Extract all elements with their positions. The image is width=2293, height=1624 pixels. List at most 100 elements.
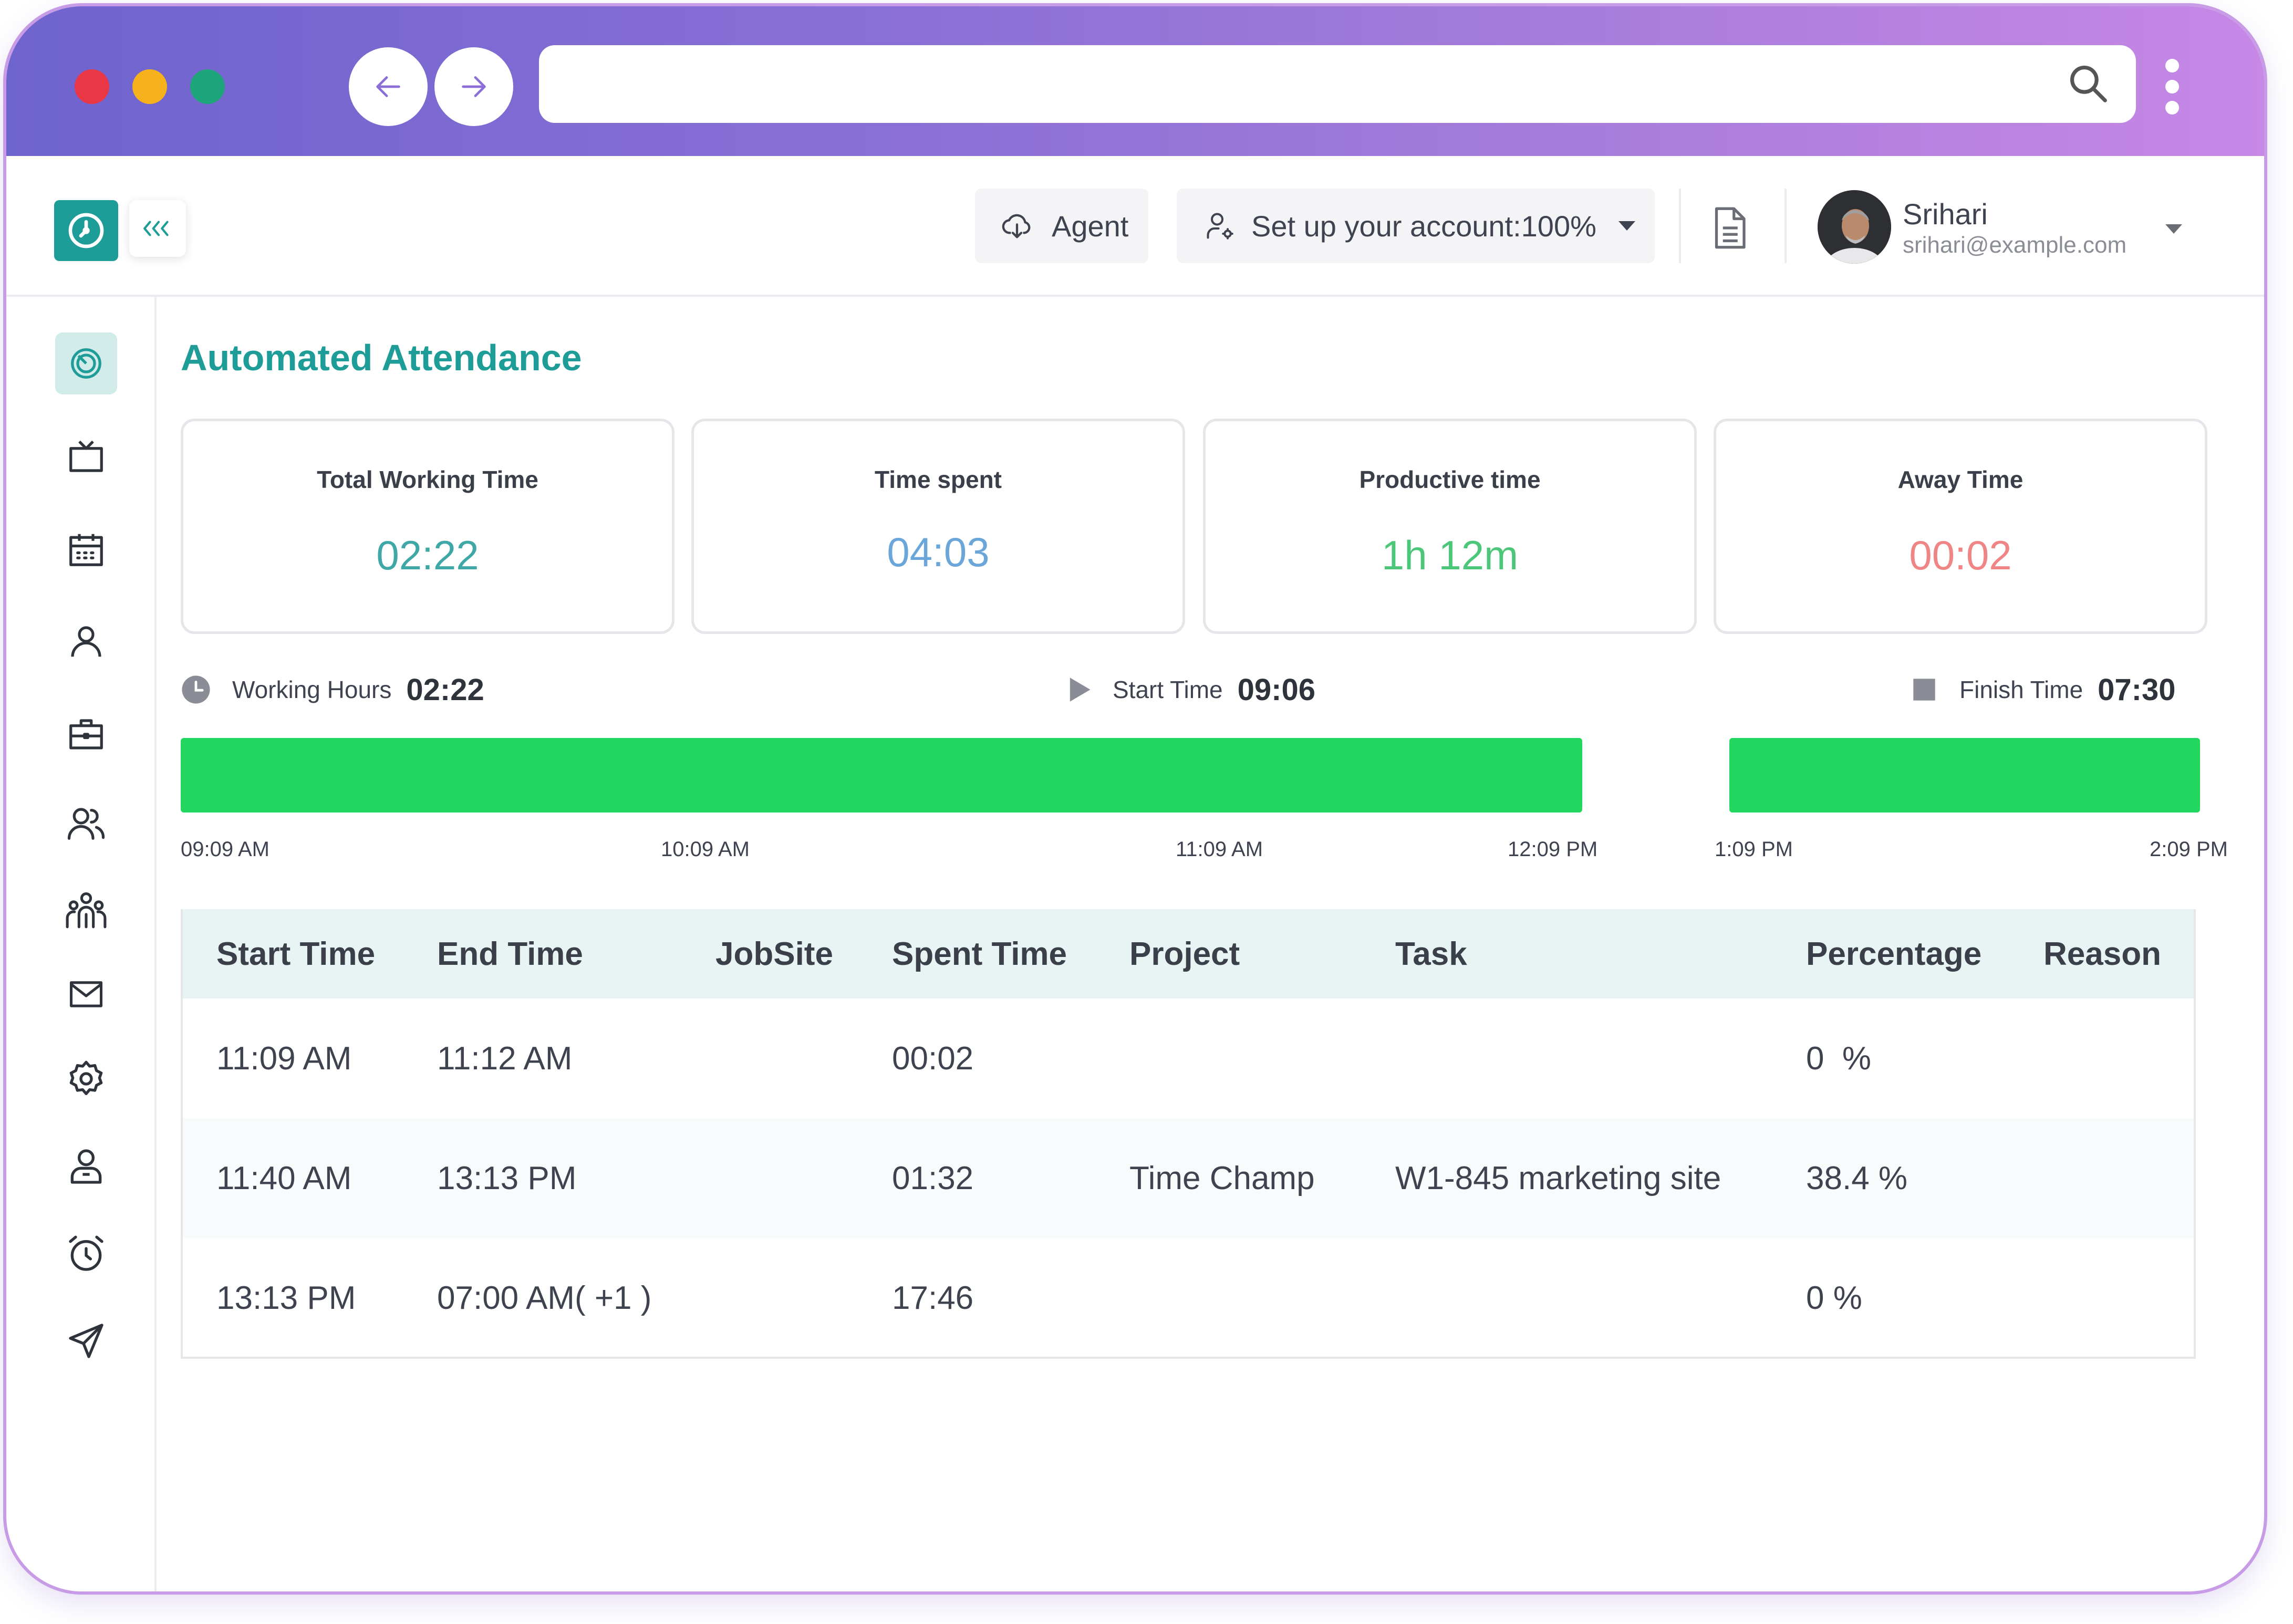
percentage-cell: 38.4 % [1806, 1160, 1908, 1196]
away-time-card: Away Time 00:02 [1714, 419, 2207, 634]
forward-button[interactable] [434, 47, 513, 126]
card-value: 1h 12m [1381, 532, 1519, 578]
timeline-active-segment[interactable] [181, 738, 1582, 813]
time-spent-card: Time spent 04:03 [691, 419, 1185, 634]
spent-time-cell: 17:46 [892, 1279, 974, 1316]
sidebar-item-send[interactable] [55, 1310, 117, 1372]
total-working-time-card: Total Working Time 02:22 [181, 419, 675, 634]
sidebar-item-projects[interactable] [55, 703, 117, 765]
user-photo [1818, 190, 1891, 264]
kebab-dot [2165, 59, 2179, 72]
clock-icon [182, 675, 210, 704]
search-icon[interactable] [2066, 61, 2111, 106]
percentage-cell: 0 % [1806, 1040, 1872, 1077]
card-label: Away Time [1897, 466, 2024, 493]
spent-time-cell: 00:02 [892, 1040, 974, 1077]
page-title: Automated Attendance [181, 337, 582, 378]
setup-account-dropdown[interactable]: Set up your account:100% [1177, 189, 1655, 263]
start-time-cell: 11:40 AM [216, 1160, 352, 1196]
card-value: 00:02 [1909, 532, 2012, 578]
collapse-sidebar-button[interactable] [129, 200, 186, 257]
main-content: Automated Attendance Total Working Time … [159, 297, 2264, 1591]
column-header[interactable]: End Time [437, 935, 583, 972]
finish-time-stat: Finish Time 07:30 [1912, 669, 2176, 711]
sidebar-item-calendar[interactable] [55, 518, 117, 580]
users-icon [67, 808, 105, 840]
header-divider [1784, 189, 1787, 263]
finish-time-value: 07:30 [2098, 672, 2176, 707]
address-bar[interactable] [539, 45, 2136, 123]
avatar[interactable] [1818, 190, 1891, 264]
working-hours-label: Working Hours [232, 676, 392, 703]
attendance-table: Start Time End Time JobSite Spent Time P… [181, 909, 2196, 1359]
document-icon[interactable] [1710, 206, 1748, 250]
arrow-right-icon [462, 76, 486, 97]
task-cell: W1-845 marketing site [1395, 1160, 1721, 1196]
table-row[interactable]: 11:09 AM 11:12 AM 00:02 0 % [183, 998, 2194, 1118]
working-hours-stat: Working Hours 02:22 [181, 669, 484, 711]
user-email: srihari@example.com [1903, 232, 2127, 258]
sidebar-item-mail[interactable] [55, 963, 117, 1025]
tv-icon [69, 440, 103, 472]
sidebar-item-user[interactable] [55, 610, 117, 672]
attendance-timeline: 09:09 AM 10:09 AM 11:09 AM 12:09 PM 1:09… [181, 738, 2228, 869]
timeline-tick: 09:09 AM [181, 838, 270, 861]
card-label: Total Working Time [317, 466, 538, 493]
end-time-cell: 11:12 AM [437, 1040, 573, 1077]
stop-icon [1913, 679, 1935, 701]
back-button[interactable] [349, 47, 428, 126]
app-header: Agent Set up your account:100% Srihari s… [6, 156, 2264, 297]
chevrons-left-icon [143, 221, 169, 236]
table-row[interactable]: 13:13 PM 07:00 AM( +1 ) 17:46 0 % [183, 1238, 2194, 1358]
percentage-cell: 0 % [1806, 1279, 1862, 1316]
working-hours-value: 02:22 [406, 672, 484, 707]
sidebar-item-users[interactable] [55, 792, 117, 854]
attendance-stats: Working Hours 02:22 Start Time 09:06 Fin… [181, 669, 2264, 711]
productive-time-card: Productive time 1h 12m [1203, 419, 1697, 634]
target-icon [71, 348, 101, 379]
card-label: Productive time [1359, 466, 1541, 493]
agent-button[interactable]: Agent [975, 189, 1148, 263]
app-logo[interactable] [54, 200, 118, 261]
column-header[interactable]: Reason [2043, 935, 2161, 972]
column-header[interactable]: Percentage [1806, 935, 1982, 972]
sidebar-item-settings[interactable] [55, 1048, 117, 1110]
column-header[interactable]: JobSite [715, 935, 833, 972]
calendar-icon [69, 534, 103, 566]
column-header[interactable]: Project [1129, 935, 1240, 972]
timeline-tick: 10:09 AM [661, 838, 750, 861]
timeline-active-segment[interactable] [1729, 738, 2200, 813]
sidebar-item-monitor[interactable] [55, 426, 117, 488]
user-name[interactable]: Srihari [1903, 197, 1988, 231]
browser-titlebar [6, 6, 2264, 156]
user-menu-chevron-icon[interactable] [2165, 224, 2182, 234]
sidebar-item-team[interactable] [55, 880, 117, 942]
chevron-down-icon [1618, 221, 1635, 231]
start-time-cell: 11:09 AM [216, 1040, 352, 1077]
table-row[interactable]: 11:40 AM 13:13 PM 01:32 Time Champ W1-84… [183, 1118, 2194, 1238]
card-value: 02:22 [376, 532, 479, 578]
timeline-tick: 1:09 PM [1715, 838, 1793, 861]
send-icon [69, 1324, 103, 1358]
sidebar-item-profile[interactable] [55, 1136, 117, 1198]
setup-account-label: Set up your account:100% [1251, 209, 1596, 243]
sidebar [6, 297, 157, 1591]
column-header[interactable]: Task [1395, 935, 1467, 972]
sidebar-item-dashboard[interactable] [55, 332, 117, 394]
minimize-window-button[interactable] [132, 69, 167, 104]
timeline-tick: 11:09 AM [1176, 838, 1263, 861]
clock-logo-icon [68, 213, 104, 248]
maximize-window-button[interactable] [190, 69, 225, 104]
gear-icon [69, 1060, 103, 1095]
column-header[interactable]: Start Time [216, 935, 376, 972]
project-cell: Time Champ [1129, 1160, 1315, 1196]
start-time-cell: 13:13 PM [216, 1279, 356, 1316]
browser-menu-button[interactable] [2165, 59, 2181, 117]
timeline-tick: 12:09 PM [1508, 838, 1598, 861]
header-divider [1679, 189, 1681, 263]
close-window-button[interactable] [75, 69, 109, 104]
sidebar-item-alarm[interactable] [55, 1223, 117, 1285]
browser-window: Agent Set up your account:100% Srihari s… [3, 3, 2267, 1595]
column-header[interactable]: Spent Time [892, 935, 1067, 972]
end-time-cell: 07:00 AM( +1 ) [437, 1279, 652, 1316]
